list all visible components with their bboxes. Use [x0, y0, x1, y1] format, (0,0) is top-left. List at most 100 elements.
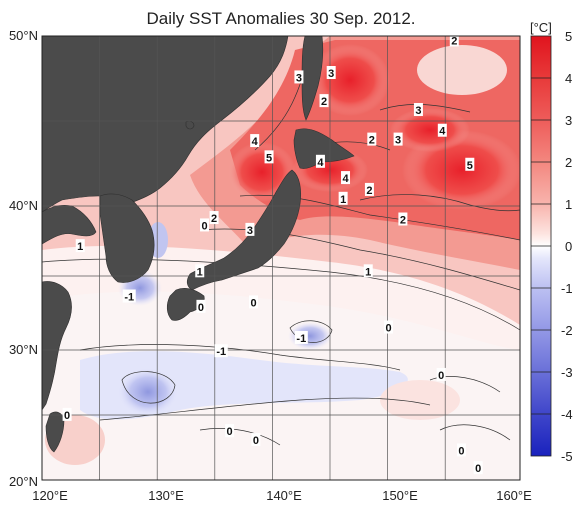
contour-label-bg [250, 134, 260, 148]
contour-label: 2 [321, 96, 327, 108]
contour-label: 0 [475, 463, 481, 475]
cool-core-south [118, 368, 178, 416]
contour-label-bg [473, 461, 483, 475]
contour-label-bg [449, 36, 459, 47]
contour-label-bg [465, 157, 475, 171]
contour-label: 4 [439, 126, 446, 138]
contour-label: 2 [400, 215, 406, 227]
colorbar-tick-label: -1 [561, 281, 573, 296]
contour-label: 1 [197, 266, 203, 278]
contour-label: 1 [365, 266, 371, 278]
contour-label: 0 [438, 370, 444, 382]
land-north-china-coast [42, 204, 97, 245]
x-tick-label: 140°E [266, 488, 302, 503]
y-axis: 20°N 30°N 40°N 50°N [9, 28, 38, 489]
colorbar: [°C] 5 4 3 2 1 0 -1 -2 -3 -4 -5 [530, 20, 573, 464]
contour-label: 2 [369, 135, 375, 147]
contour-label-bg [363, 264, 373, 278]
chart-title: Daily SST Anomalies 30 Sep. 2012. [146, 9, 415, 28]
contour-label: 3 [395, 135, 401, 147]
land-taiwan [45, 411, 65, 453]
contour-label: 5 [467, 160, 473, 172]
contour-label: 2 [211, 213, 217, 225]
x-tick-label: 160°E [496, 488, 532, 503]
contour-label-bg [200, 218, 210, 232]
contour-label: 5 [266, 152, 272, 164]
contour-label: 0 [250, 297, 256, 309]
colorbar-tick-label: -4 [561, 407, 573, 422]
land-china-coast [42, 281, 72, 411]
contour-label-bg [209, 211, 219, 225]
land-sakhalin [301, 36, 324, 121]
contour-label: 1 [77, 241, 83, 253]
colorbar-tick-marks [531, 77, 551, 415]
contour-label: 0 [227, 426, 233, 438]
contour-label: 3 [296, 72, 302, 84]
contour-label: 3 [247, 225, 253, 237]
contour-label: 0 [201, 220, 207, 232]
contour-label: -1 [124, 291, 134, 303]
contour-label-bg [251, 433, 261, 447]
contour-label: 2 [366, 185, 372, 197]
land-shikoku-kyushu [166, 288, 205, 321]
contour-label-bg [214, 344, 228, 358]
contour-label-bg [364, 182, 374, 196]
contour-label: 0 [198, 302, 204, 314]
contour-label-bg [122, 289, 136, 303]
contour-label-bg [437, 123, 447, 137]
contour-label-bg [456, 443, 466, 457]
cool-core-east [288, 322, 332, 350]
y-tick-label: 50°N [9, 28, 38, 43]
warm-patch-okhotsk [417, 45, 507, 95]
contour-label: 1 [340, 194, 346, 206]
x-tick-label: 120°E [32, 488, 68, 503]
contour-label-bg [338, 191, 348, 205]
contour-label-bg [367, 132, 377, 146]
contour-label-bg [398, 212, 408, 226]
contour-label-bg [75, 239, 85, 253]
contour-label-bg [315, 154, 325, 168]
contour-label: 4 [252, 136, 259, 148]
contour-label: 4 [317, 157, 324, 169]
colorbar-tick-label: 4 [565, 71, 572, 86]
warm-patch-se [380, 380, 460, 420]
y-tick-label: 40°N [9, 198, 38, 213]
contour-label-bg [294, 330, 308, 344]
contour-label: 4 [342, 173, 349, 185]
contour-label-bg [413, 103, 423, 116]
contour-label: 0 [385, 323, 391, 335]
contour-label: 2 [451, 35, 457, 47]
contour-label: 3 [415, 105, 421, 117]
x-axis: 120°E 130°E 140°E 150°E 160°E [32, 488, 532, 503]
y-tick-label: 20°N [9, 474, 38, 489]
contour-label: 0 [64, 410, 70, 422]
colorbar-tick-label: -3 [561, 365, 573, 380]
contour-label-bg [245, 222, 255, 236]
land-asia-mainland [42, 36, 289, 213]
colorbar-tick-label: 1 [565, 197, 572, 212]
contour-label-bg [319, 94, 329, 108]
contour-label: 0 [458, 445, 464, 457]
contour-label-bg [393, 132, 403, 146]
contour-label-bg [384, 320, 394, 334]
land-hokkaido-island-small [185, 120, 195, 130]
x-tick-label: 150°E [382, 488, 418, 503]
colorbar-tick-label: -5 [561, 449, 573, 464]
colorbar-tick-label: 2 [565, 155, 572, 170]
colorbar-tick-label: 3 [565, 113, 572, 128]
x-tick-label: 130°E [148, 488, 184, 503]
contour-label-bg [341, 171, 351, 185]
colorbar-unit: [°C] [530, 20, 552, 35]
grid-lines [42, 36, 520, 480]
colorbar-tick-label: 0 [565, 239, 572, 254]
contour-label-bg [326, 66, 336, 79]
contour-label-bg [62, 407, 72, 421]
contour-label: -1 [216, 346, 226, 358]
contour-label-bg [225, 424, 235, 438]
hot-core-kuril [390, 108, 470, 152]
contour-label-bg [195, 264, 205, 278]
contour-label-bg [249, 295, 259, 309]
